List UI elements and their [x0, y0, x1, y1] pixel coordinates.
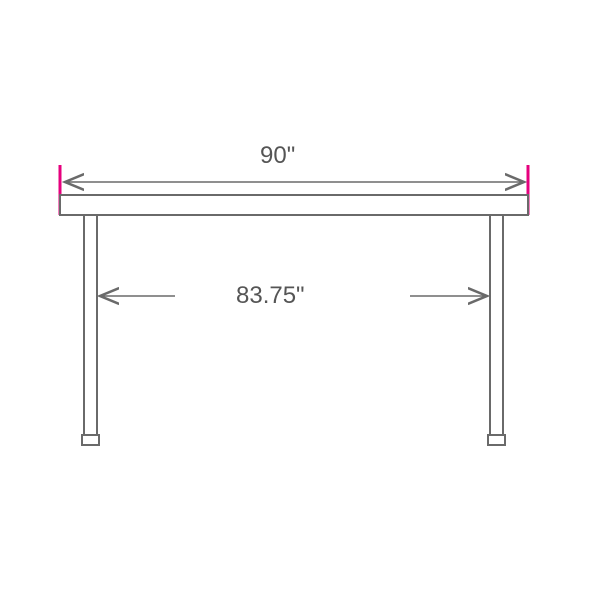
dim-label-top: 90"	[260, 142, 295, 170]
tabletop	[60, 195, 528, 215]
technical-drawing: 90" 83.75"	[0, 0, 600, 600]
leg-left	[84, 215, 97, 435]
leg-right	[490, 215, 503, 435]
foot-left	[82, 435, 99, 445]
foot-right	[488, 435, 505, 445]
dim-label-inner: 83.75"	[236, 282, 305, 310]
